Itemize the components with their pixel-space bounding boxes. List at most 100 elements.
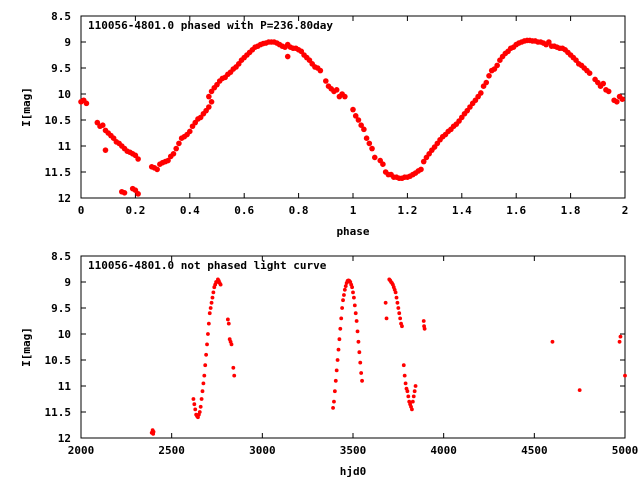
data-point-phased bbox=[369, 145, 375, 152]
data-point-unphased bbox=[333, 378, 338, 383]
data-point-unphased bbox=[397, 311, 402, 316]
data-point-unphased bbox=[357, 350, 362, 355]
data-point-unphased bbox=[338, 326, 343, 331]
y-axis-label: I[mag] bbox=[20, 87, 33, 127]
data-point-phased bbox=[352, 113, 359, 119]
data-point-phased bbox=[176, 140, 182, 147]
data-point-phased bbox=[361, 126, 367, 133]
data-point-unphased bbox=[229, 342, 234, 347]
data-point-phased bbox=[83, 100, 90, 107]
data-point-unphased bbox=[360, 378, 364, 383]
data-point-phased bbox=[366, 140, 373, 147]
data-point-unphased bbox=[337, 337, 342, 342]
data-point-phased bbox=[187, 128, 193, 135]
y-tick-label: 11 bbox=[58, 380, 72, 393]
y-tick-label: 12 bbox=[58, 432, 71, 445]
data-point-phased bbox=[317, 67, 324, 74]
y-tick-label: 11 bbox=[58, 140, 72, 153]
data-point-unphased bbox=[340, 306, 345, 310]
data-point-unphased bbox=[191, 397, 196, 401]
data-point-unphased bbox=[331, 405, 335, 410]
data-point-unphased bbox=[199, 397, 204, 401]
data-point-unphased bbox=[396, 306, 401, 310]
data-point-unphased bbox=[342, 293, 346, 297]
data-point-unphased bbox=[356, 339, 361, 344]
data-point-phased bbox=[135, 156, 141, 162]
data-point-phased bbox=[358, 122, 364, 128]
y-tick-label: 9.5 bbox=[51, 62, 71, 75]
data-point-unphased bbox=[201, 381, 206, 386]
data-point-unphased bbox=[226, 321, 231, 326]
data-point-phased bbox=[333, 87, 340, 93]
chart-title: 110056-4801.0 not phased light curve bbox=[88, 259, 327, 272]
x-axis-label: hjd0 bbox=[340, 465, 367, 478]
data-point-unphased bbox=[401, 363, 406, 368]
data-point-unphased bbox=[355, 329, 360, 334]
y-tick-label: 11.5 bbox=[45, 406, 72, 419]
data-point-unphased bbox=[341, 298, 345, 303]
data-point-phased bbox=[418, 166, 424, 173]
data-point-unphased bbox=[334, 368, 339, 373]
data-point-unphased bbox=[207, 311, 212, 316]
data-point-phased bbox=[600, 80, 607, 87]
data-point-phased bbox=[323, 78, 329, 84]
data-point-unphased bbox=[359, 371, 364, 375]
data-point-unphased bbox=[353, 311, 358, 316]
y-tick-label: 8.5 bbox=[51, 10, 71, 23]
x-axis-label: phase bbox=[336, 225, 369, 238]
data-point-phased bbox=[355, 117, 362, 123]
chart-title: 110056-4801.0 phased with P=236.80day bbox=[88, 19, 333, 32]
data-point-unphased bbox=[204, 352, 209, 357]
data-point-unphased bbox=[413, 384, 418, 388]
data-point-unphased bbox=[403, 381, 408, 386]
data-point-unphased bbox=[203, 363, 208, 368]
data-point-unphased bbox=[218, 282, 223, 287]
data-point-phased bbox=[371, 154, 378, 161]
data-point-unphased bbox=[335, 358, 340, 362]
data-point-unphased bbox=[151, 429, 156, 434]
x-tick-label: 0 bbox=[78, 204, 85, 217]
data-point-unphased bbox=[206, 321, 211, 326]
data-point-phased bbox=[208, 99, 215, 105]
data-point-phased bbox=[483, 79, 490, 86]
data-point-unphased bbox=[393, 290, 398, 295]
x-tick-label: 5000 bbox=[612, 444, 639, 457]
data-point-unphased bbox=[395, 300, 400, 305]
data-point-phased bbox=[494, 62, 500, 69]
x-tick-label: 3000 bbox=[249, 444, 276, 457]
data-point-unphased bbox=[208, 306, 213, 310]
data-point-unphased bbox=[618, 334, 623, 339]
data-point-unphased bbox=[351, 290, 355, 295]
data-point-unphased bbox=[350, 285, 354, 290]
data-point-unphased bbox=[210, 295, 215, 300]
data-point-unphased bbox=[617, 339, 622, 344]
x-tick-label: 1.2 bbox=[397, 204, 417, 217]
data-point-unphased bbox=[352, 303, 357, 308]
x-tick-label: 0.8 bbox=[289, 204, 309, 217]
data-point-phased bbox=[154, 166, 160, 173]
data-point-unphased bbox=[354, 319, 359, 323]
data-point-unphased bbox=[336, 347, 341, 352]
x-tick-label: 2000 bbox=[68, 444, 95, 457]
data-point-unphased bbox=[421, 319, 426, 323]
data-point-phased bbox=[206, 93, 212, 100]
y-tick-label: 10 bbox=[58, 328, 71, 341]
data-point-unphased bbox=[398, 316, 403, 321]
data-point-unphased bbox=[343, 284, 348, 289]
data-point-unphased bbox=[193, 407, 198, 412]
data-point-phased bbox=[99, 122, 106, 128]
y-tick-label: 10 bbox=[58, 88, 71, 101]
data-point-phased bbox=[586, 70, 593, 76]
data-point-unphased bbox=[202, 373, 207, 378]
data-point-phased bbox=[486, 73, 492, 79]
y-tick-label: 10.5 bbox=[45, 114, 72, 127]
data-point-phased bbox=[173, 145, 179, 152]
data-point-phased bbox=[605, 88, 612, 95]
data-point-unphased bbox=[411, 394, 416, 399]
y-tick-label: 11.5 bbox=[45, 166, 72, 179]
y-axis-label: I[mag] bbox=[20, 327, 33, 367]
data-point-unphased bbox=[412, 389, 417, 394]
data-point-unphased bbox=[211, 290, 216, 295]
data-point-unphased bbox=[352, 295, 356, 300]
